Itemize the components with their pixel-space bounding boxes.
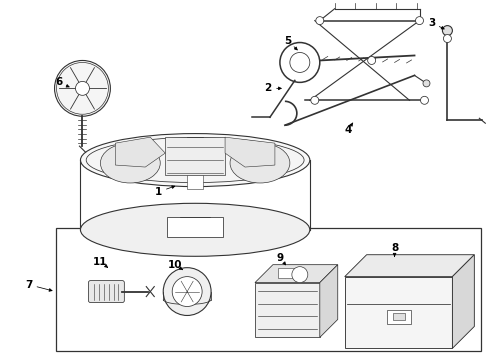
Ellipse shape <box>86 138 304 183</box>
Bar <box>167 217 223 237</box>
Circle shape <box>291 267 307 283</box>
Text: 7: 7 <box>25 280 32 289</box>
Text: 6: 6 <box>55 77 62 87</box>
Polygon shape <box>254 265 337 283</box>
Text: 1: 1 <box>154 187 162 197</box>
Bar <box>386 310 410 324</box>
Circle shape <box>422 80 429 87</box>
Text: 8: 8 <box>390 243 397 253</box>
Circle shape <box>172 276 202 306</box>
Bar <box>392 313 404 320</box>
Circle shape <box>163 268 211 315</box>
Circle shape <box>442 26 451 36</box>
Bar <box>187 175 203 189</box>
Circle shape <box>315 17 323 24</box>
Ellipse shape <box>100 143 160 183</box>
Text: 9: 9 <box>276 253 283 263</box>
Circle shape <box>279 42 319 82</box>
Text: 10: 10 <box>167 260 182 270</box>
Ellipse shape <box>81 134 309 186</box>
Bar <box>56 228 480 351</box>
Text: 2: 2 <box>264 84 271 93</box>
Polygon shape <box>451 255 473 348</box>
Polygon shape <box>115 137 165 167</box>
Circle shape <box>367 57 375 64</box>
Ellipse shape <box>229 143 289 183</box>
Circle shape <box>415 17 423 24</box>
Bar <box>344 276 451 348</box>
Circle shape <box>75 81 89 95</box>
Text: 3: 3 <box>427 18 434 28</box>
Polygon shape <box>224 137 274 167</box>
Bar <box>254 283 319 337</box>
Circle shape <box>55 60 110 116</box>
Circle shape <box>289 53 309 72</box>
Bar <box>165 137 224 175</box>
Circle shape <box>310 96 318 104</box>
Circle shape <box>420 96 427 104</box>
Circle shape <box>443 35 450 42</box>
Text: 4: 4 <box>344 125 351 135</box>
Text: 11: 11 <box>93 257 107 267</box>
FancyBboxPatch shape <box>88 280 124 302</box>
Polygon shape <box>319 265 337 337</box>
Bar <box>277 268 295 278</box>
Polygon shape <box>344 255 473 276</box>
Text: 5: 5 <box>284 36 291 46</box>
Ellipse shape <box>81 203 309 256</box>
